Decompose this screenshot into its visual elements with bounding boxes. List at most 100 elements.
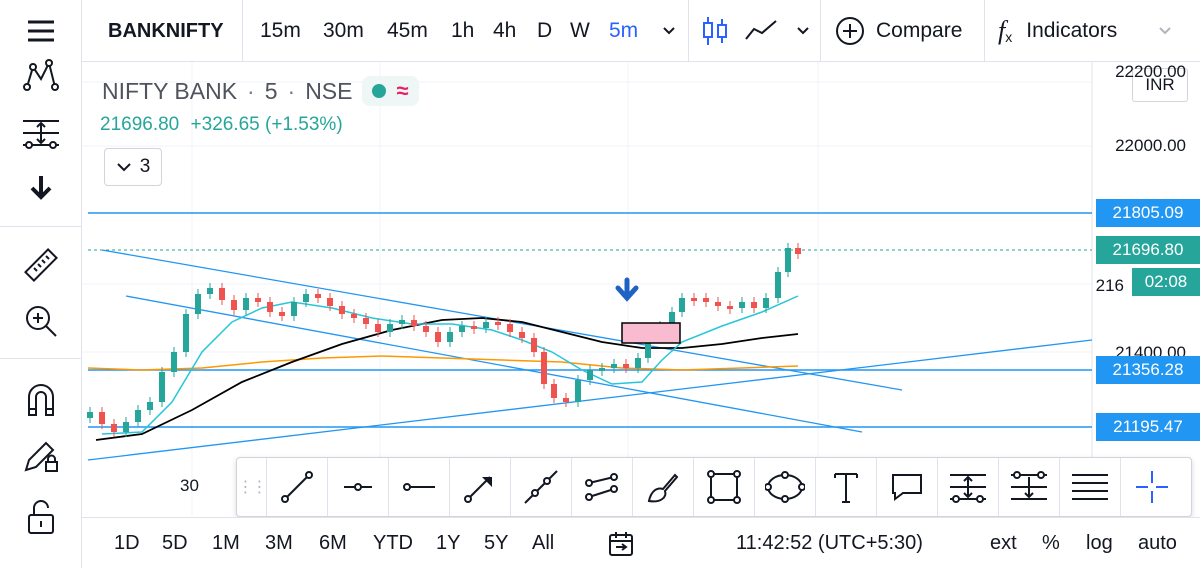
range-all[interactable]: All: [532, 532, 555, 554]
candle-body: [703, 298, 709, 302]
price-chart[interactable]: [82, 62, 1200, 516]
ruler-icon[interactable]: [0, 238, 82, 292]
path-icon: [585, 473, 618, 501]
timeframe-1h[interactable]: 1h: [451, 19, 475, 42]
indicators-chevron-icon[interactable]: [1158, 0, 1172, 62]
compare-button[interactable]: Compare: [834, 0, 962, 62]
path-tool[interactable]: [572, 458, 633, 516]
candle-body: [99, 412, 105, 424]
timeframe-w[interactable]: W: [570, 19, 590, 42]
pencil-lock-icon[interactable]: [0, 428, 82, 482]
candle-body: [551, 384, 557, 398]
magnet-icon[interactable]: [0, 372, 82, 426]
range-1d[interactable]: 1D: [114, 532, 140, 554]
price-tag-21356: 21356.28: [1096, 356, 1200, 384]
chart-style-line-icon[interactable]: [744, 0, 780, 62]
timeframe-4h[interactable]: 4h: [493, 19, 517, 42]
arrow-annotation-icon[interactable]: [615, 277, 639, 302]
candle-body: [171, 352, 177, 372]
legend-last-price: 21696.80: [100, 114, 180, 135]
price-tag-21805: 21805.09: [1096, 199, 1200, 227]
legend-interval: 5: [264, 77, 278, 104]
range-5d[interactable]: 5D: [162, 532, 188, 554]
range-1m[interactable]: 1M: [212, 532, 240, 554]
candle-body: [207, 288, 213, 294]
horizontal-ray-icon: [344, 483, 372, 491]
fib-extension-tool[interactable]: [999, 458, 1060, 516]
callout-tool[interactable]: [877, 458, 938, 516]
unlock-icon[interactable]: [0, 490, 82, 544]
chart-area[interactable]: NIFTY BANK · 5 · NSE ≈ 21696.80 +326.65 …: [82, 62, 1200, 516]
candle-body: [623, 364, 629, 368]
candle-body: [611, 364, 617, 368]
pattern-icon[interactable]: [0, 48, 82, 102]
clock-time[interactable]: 11:42:52 (UTC+5:30): [736, 532, 923, 554]
range-5y[interactable]: 5Y: [484, 532, 509, 554]
indicator-collapse-button[interactable]: 3: [104, 148, 162, 186]
indicator-count: 3: [139, 156, 151, 177]
timeframe-30m[interactable]: 30m: [323, 19, 364, 42]
legend-price: 21696.80 +326.65 (+1.53%): [100, 114, 343, 136]
ma-black-line: [95, 317, 799, 441]
compare-label: Compare: [876, 19, 963, 42]
rectangle-icon: [707, 470, 741, 504]
zoom-in-icon[interactable]: [0, 294, 82, 348]
candle-body: [775, 272, 781, 298]
log-toggle[interactable]: log: [1086, 532, 1113, 554]
auto-toggle[interactable]: auto: [1138, 532, 1177, 554]
chart-style-chevron-icon[interactable]: [796, 0, 810, 62]
arrow-tool[interactable]: [450, 458, 511, 516]
range-1y[interactable]: 1Y: [436, 532, 461, 554]
symbol-search-button[interactable]: BANKNIFTY: [108, 19, 224, 42]
menu-icon[interactable]: [0, 4, 82, 58]
ext-toggle[interactable]: ext: [990, 532, 1017, 554]
fib-retracement-tool[interactable]: [938, 458, 999, 516]
range-ytd[interactable]: YTD: [373, 532, 413, 554]
candle-body: [123, 422, 129, 432]
legend-exchange: NSE: [305, 77, 353, 104]
fib-icon[interactable]: [0, 106, 82, 160]
parallel-channel-tool[interactable]: [1060, 458, 1121, 516]
crosshair-tool[interactable]: [1121, 458, 1182, 516]
horizontal-line-tool[interactable]: [389, 458, 450, 516]
goto-date-icon[interactable]: [608, 518, 634, 568]
rectangle-tool[interactable]: [694, 458, 755, 516]
legend-change: +326.65 (+1.53%): [190, 114, 343, 135]
timeframe-15m[interactable]: 15m: [260, 19, 301, 42]
highlight-rectangle[interactable]: [621, 322, 681, 344]
candle-body: [315, 294, 321, 298]
timeframe-45m[interactable]: 45m: [387, 19, 428, 42]
chart-legend: NIFTY BANK · 5 · NSE ≈: [102, 76, 419, 106]
currency-tag[interactable]: INR: [1132, 68, 1188, 102]
trend-line-tool[interactable]: [267, 458, 328, 516]
timeframe-d[interactable]: D: [537, 19, 553, 42]
percent-toggle[interactable]: %: [1042, 532, 1060, 554]
candle-body: [111, 424, 117, 432]
candle-body: [483, 322, 489, 328]
arrow-down-icon[interactable]: [0, 160, 82, 214]
candle-body: [291, 302, 297, 316]
range-3m[interactable]: 3M: [265, 532, 293, 554]
range-6m[interactable]: 6M: [319, 532, 347, 554]
market-open-icon: [372, 84, 387, 98]
brush-icon: [647, 473, 679, 503]
text-tool[interactable]: [816, 458, 877, 516]
candle-body: [459, 326, 465, 332]
timeframe-5m[interactable]: 5m: [609, 19, 639, 42]
candle-body: [471, 326, 477, 329]
ellipse-tool[interactable]: [755, 458, 816, 516]
brush-tool[interactable]: [633, 458, 694, 516]
horizontal-ray-tool[interactable]: [328, 458, 389, 516]
candle-body: [303, 294, 309, 302]
candle-body: [159, 372, 165, 402]
extended-line-tool[interactable]: [511, 458, 572, 516]
candles-icon[interactable]: [702, 0, 728, 62]
market-status-pill[interactable]: ≈: [362, 76, 419, 106]
chevron-down-icon[interactable]: [662, 0, 676, 62]
price-label-216: 216: [1095, 276, 1124, 295]
channel-lower-line[interactable]: [125, 295, 863, 433]
candle-body: [763, 298, 769, 308]
drag-handle-icon[interactable]: ⋮⋮: [237, 458, 268, 516]
rising-trend-line[interactable]: [87, 339, 1093, 461]
